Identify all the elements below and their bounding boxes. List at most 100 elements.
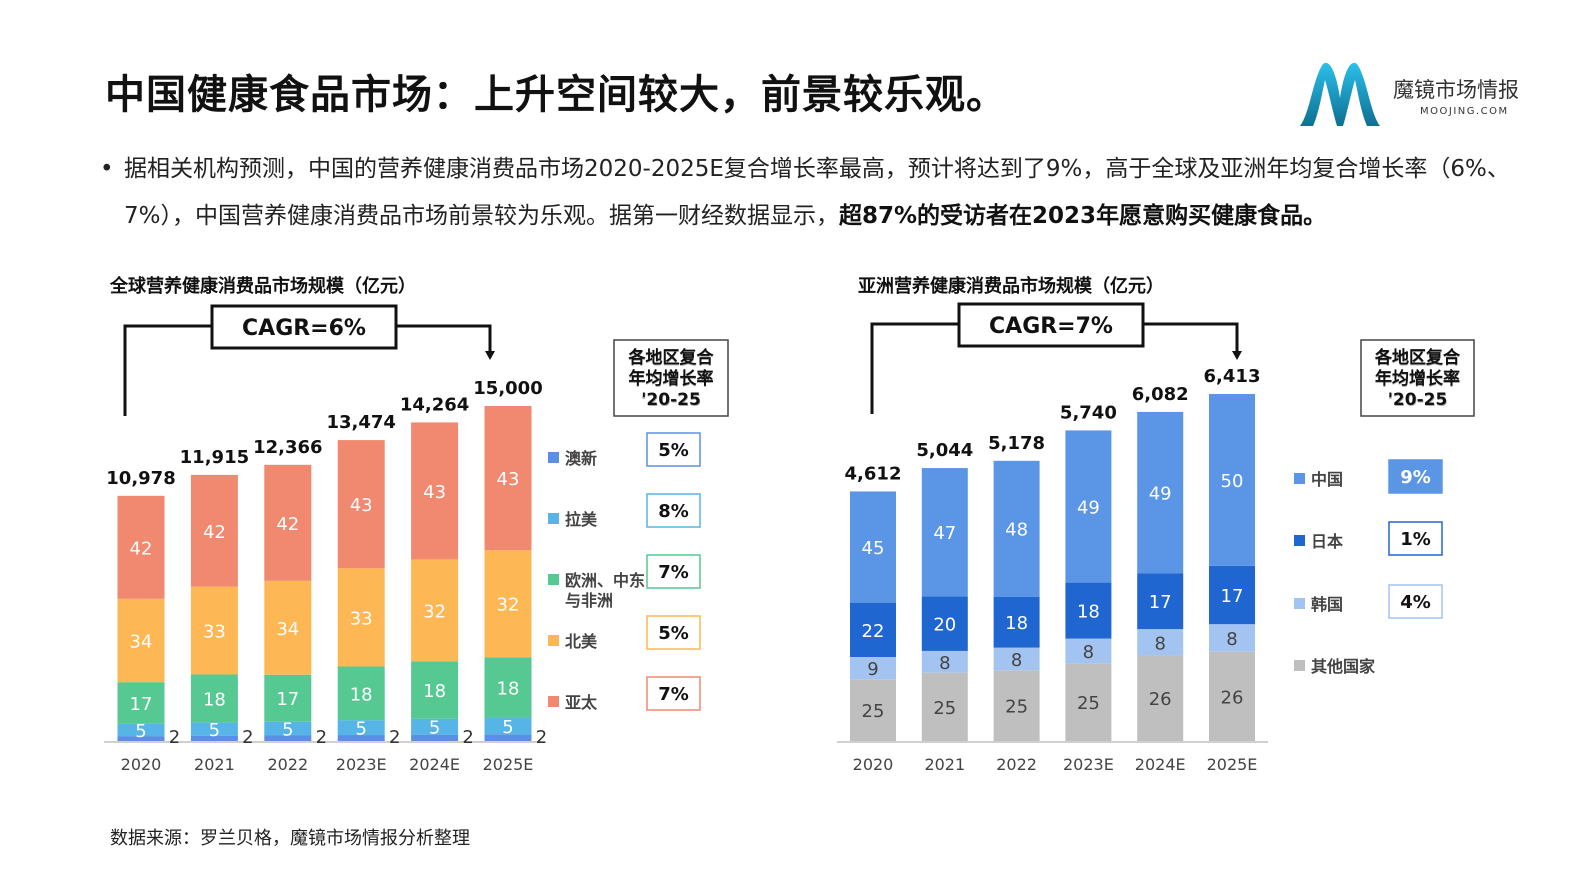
total-label: 12,366 [253, 437, 322, 458]
segment-label: 22 [862, 621, 885, 642]
legend-swatch [548, 696, 559, 707]
bullet-text: 据相关机构预测，中国的营养健康消费品市场2020-2025E复合增长率最高，预计… [124, 156, 1510, 229]
segment-label: 43 [423, 482, 446, 503]
bar-segment [1065, 582, 1112, 639]
segment-label: 49 [1149, 484, 1172, 505]
bar-segment [411, 661, 459, 719]
segment-label: 17 [276, 689, 299, 710]
bar-segment [411, 422, 459, 560]
segment-label: 32 [423, 601, 446, 622]
bar-segment [1137, 629, 1184, 656]
x-tick-label: 2024E [1135, 755, 1186, 774]
segment-label: 2 [389, 727, 400, 748]
segment-label: 25 [933, 698, 956, 719]
bar-segment [1065, 430, 1112, 583]
bar-segment [484, 717, 532, 735]
cagr-bracket-left [123, 324, 212, 416]
legend-label: 北美 [565, 632, 598, 651]
segment-label: 25 [1005, 697, 1028, 718]
segment-label: 8 [1154, 633, 1165, 654]
legend-title-box [613, 339, 729, 417]
legend-title: 各地区复合年均增长率 '20-25 [1375, 348, 1460, 410]
legend-label: 韩国 [1311, 595, 1343, 614]
legend-swatch [1294, 660, 1305, 671]
bar-segment [1209, 651, 1255, 741]
bar-segment [993, 596, 1040, 648]
bullet-paragraph: • 据相关机构预测，中国的营养健康消费品市场2020-2025E复合增长率最高，… [100, 146, 1530, 240]
legend-title-line: 年均增长率 [1375, 369, 1460, 390]
cagr-box [957, 302, 1145, 348]
bar-segment [337, 440, 385, 569]
x-tick-label: 2020 [853, 755, 894, 774]
cagr-value-box [646, 676, 701, 711]
bar-segment [484, 734, 532, 741]
legend-title-wrap: 各地区复合年均增长率 '20-25 [629, 348, 714, 410]
cagr-value: 5% [658, 623, 689, 644]
x-tick-label: 2021 [194, 755, 235, 774]
cagr-value-box [646, 615, 701, 650]
segment-label: 9 [867, 659, 878, 680]
cagr-value-box [646, 432, 701, 467]
segment-label: 34 [276, 619, 299, 640]
segment-label: 17 [130, 694, 153, 715]
logo-domain: MOOJING.COM [1420, 106, 1509, 117]
segment-label: 45 [862, 538, 885, 559]
total-label: 5,178 [988, 433, 1045, 454]
bar-segment [1209, 624, 1255, 652]
bar-segment [921, 650, 968, 673]
bar-segment [850, 491, 896, 603]
bar-segment [993, 460, 1040, 597]
x-tick-label: 2023E [1063, 755, 1114, 774]
bar-segment [484, 406, 532, 551]
cagr-value: 7% [658, 684, 689, 705]
bar-segment [264, 464, 312, 581]
segment-label: 2 [242, 727, 253, 748]
legend-title-line: ‘20-25 [1387, 391, 1448, 411]
segment-label: 43 [350, 495, 373, 516]
cagr-value-box [1388, 521, 1443, 556]
total-label: 14,264 [400, 394, 469, 415]
legend-label: 其他国家 [1311, 657, 1376, 676]
bar-segment [337, 735, 385, 741]
segment-label: 2 [316, 727, 327, 748]
chart-title: 亚洲营养健康消费品市场规模（亿元） [858, 275, 1164, 297]
segment-label: 25 [1077, 693, 1100, 714]
bar-segment [1065, 663, 1112, 741]
bar-segment [190, 586, 238, 675]
segment-label: 25 [862, 701, 885, 722]
segment-label: 8 [1226, 629, 1237, 650]
bar-segment [117, 495, 165, 599]
total-label: 11,915 [180, 447, 249, 468]
bar-segment [1209, 394, 1255, 566]
total-label: 6,413 [1204, 366, 1261, 387]
legend-title-line: 各地区复合 [1374, 348, 1461, 369]
bar-segment [993, 647, 1040, 671]
segment-label: 2 [462, 727, 473, 748]
cagr-value: 7% [658, 562, 689, 583]
x-tick-label: 2023E [336, 755, 387, 774]
segment-label: 33 [350, 608, 373, 629]
cagr-value: 1% [1400, 529, 1431, 550]
bar-segment [921, 468, 968, 597]
segment-label: 18 [1005, 613, 1028, 634]
total-label: 6,082 [1132, 384, 1189, 405]
bar-segment [484, 550, 532, 658]
legend-title-line: 各地区复合 [628, 348, 715, 369]
bar-segment [190, 674, 238, 723]
bar-segment [1209, 565, 1255, 625]
legend-swatch [548, 513, 559, 524]
slide-title: 中国健康食品市场：上升空间较大，前景较乐观。 [105, 72, 1007, 118]
bar-segment [264, 735, 312, 741]
legend-swatch [548, 452, 559, 463]
segment-label: 2 [536, 727, 547, 748]
bar-segment [411, 559, 459, 662]
bar-segment [264, 580, 312, 675]
segment-label: 17 [1221, 586, 1244, 607]
bar-segment [850, 656, 896, 680]
bar-segment [1137, 573, 1184, 630]
segment-label: 17 [1149, 592, 1172, 613]
bar-segment [337, 720, 385, 736]
cagr-value: 5% [658, 440, 689, 461]
segment-label: 5 [355, 719, 366, 740]
